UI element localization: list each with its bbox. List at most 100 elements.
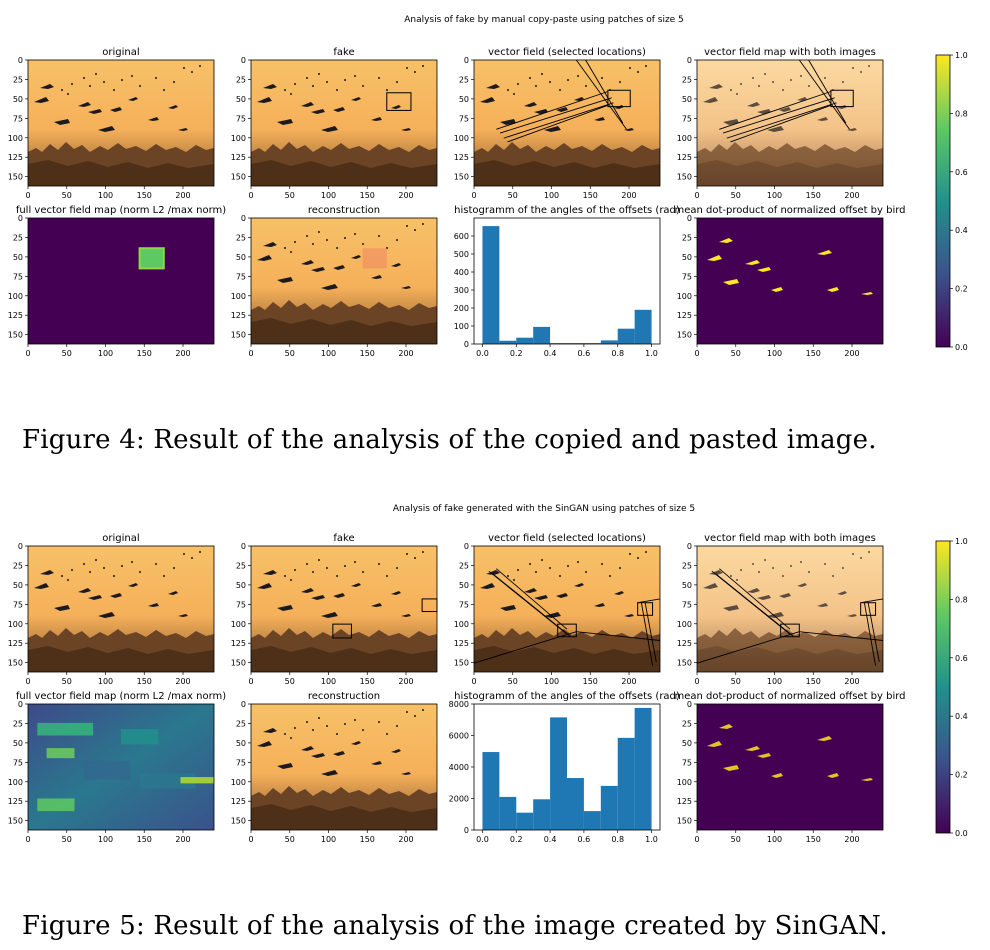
vector-line (496, 568, 568, 630)
selection-box (637, 602, 654, 616)
vector-line (637, 598, 661, 604)
y-tick-label: 150 (8, 173, 23, 182)
histogram-bar (583, 811, 601, 830)
panel-title: histogramm of the angles of the offsets … (454, 205, 680, 216)
y-tick-label: 100 (677, 620, 692, 629)
colorbar (935, 54, 951, 348)
y-tick-label: 150 (8, 331, 23, 340)
histogram-bar (600, 340, 618, 344)
axes-frame (27, 545, 215, 673)
y-tick-label: 75 (459, 600, 469, 609)
histogram-bar (567, 778, 584, 830)
y-tick-label: 100 (454, 322, 469, 331)
vector-line (863, 602, 877, 666)
vector-line (719, 91, 832, 130)
y-tick-label: 25 (13, 233, 23, 242)
y-tick-label: 300 (454, 286, 469, 295)
colorbar-tick-label: 0.0 (955, 343, 968, 352)
x-tick-label: 200 (844, 677, 859, 686)
x-tick-label: 200 (844, 349, 859, 358)
x-tick-label: 0 (248, 835, 253, 844)
y-tick-label: 0 (687, 214, 692, 223)
histogram-bar (499, 796, 517, 830)
panel-title: vector field map with both images (704, 47, 876, 58)
selection-box (386, 92, 412, 111)
y-tick-label: 25 (236, 233, 246, 242)
histogram-bar (516, 337, 534, 344)
x-tick-label: 0 (25, 191, 30, 200)
colorbar-tick-label: 1.0 (955, 537, 968, 546)
x-tick-label: 150 (583, 191, 598, 200)
y-tick-label: 0 (464, 826, 469, 835)
x-tick-label: 150 (806, 349, 821, 358)
x-tick-label: 50 (62, 677, 72, 686)
x-tick-label: 0.6 (578, 835, 591, 844)
y-tick-label: 25 (682, 75, 692, 84)
y-tick-label: 4000 (449, 763, 469, 772)
vector-line (499, 97, 612, 134)
x-tick-label: 100 (321, 191, 336, 200)
x-tick-label: 0 (694, 191, 699, 200)
vector-field-region (46, 748, 75, 759)
x-tick-label: 200 (398, 349, 413, 358)
y-tick-label: 150 (454, 173, 469, 182)
y-tick-label: 50 (682, 581, 692, 590)
vector-line (722, 97, 835, 134)
vector-line (576, 631, 661, 641)
y-tick-label: 0 (687, 700, 692, 709)
y-tick-label: 6000 (449, 732, 469, 741)
y-tick-label: 75 (682, 600, 692, 609)
x-tick-label: 1.0 (645, 835, 658, 844)
y-tick-label: 0 (241, 56, 246, 65)
x-tick-label: 100 (544, 191, 559, 200)
y-tick-label: 100 (8, 620, 23, 629)
y-tick-label: 125 (8, 311, 23, 320)
x-tick-label: 200 (175, 349, 190, 358)
panel-title: vector field map with both images (704, 533, 876, 544)
axes-frame (250, 217, 438, 345)
y-tick-label: 50 (682, 95, 692, 104)
y-tick-label: 0 (18, 700, 23, 709)
colorbar-tick-label: 0.8 (955, 595, 968, 604)
y-tick-label: 125 (677, 311, 692, 320)
x-tick-label: 0.2 (510, 835, 523, 844)
y-tick-label: 25 (459, 75, 469, 84)
y-tick-label: 75 (682, 114, 692, 123)
y-tick-label: 150 (677, 817, 692, 826)
x-tick-label: 50 (285, 191, 295, 200)
vector-line (808, 59, 847, 124)
x-tick-label: 0 (694, 349, 699, 358)
y-tick-label: 50 (236, 253, 246, 262)
x-tick-label: 200 (398, 835, 413, 844)
y-tick-label: 0 (687, 56, 692, 65)
x-tick-label: 50 (285, 349, 295, 358)
y-tick-label: 2000 (449, 795, 469, 804)
axes-frame (696, 545, 884, 673)
x-tick-label: 0 (25, 835, 30, 844)
axes-frame (696, 217, 884, 345)
y-tick-label: 500 (454, 250, 469, 259)
y-tick-label: 0 (241, 214, 246, 223)
selection-box (557, 623, 577, 638)
y-tick-label: 150 (677, 173, 692, 182)
vector-line (860, 598, 884, 604)
x-tick-label: 200 (398, 191, 413, 200)
y-tick-label: 125 (231, 153, 246, 162)
figure-4-caption: Figure 4: Result of the analysis of the … (22, 425, 877, 455)
x-tick-label: 100 (321, 677, 336, 686)
histogram-bar (617, 737, 635, 830)
x-tick-label: 150 (583, 677, 598, 686)
x-tick-label: 50 (508, 677, 518, 686)
panel-title: original (102, 47, 139, 58)
y-tick-label: 75 (236, 600, 246, 609)
y-tick-label: 125 (454, 639, 469, 648)
y-tick-label: 50 (13, 253, 23, 262)
y-tick-label: 50 (236, 95, 246, 104)
y-tick-label: 25 (459, 561, 469, 570)
y-tick-label: 50 (682, 739, 692, 748)
y-tick-label: 150 (677, 331, 692, 340)
y-tick-label: 125 (8, 797, 23, 806)
histogram-bar (634, 707, 652, 830)
y-tick-label: 75 (13, 600, 23, 609)
y-tick-label: 75 (236, 272, 246, 281)
